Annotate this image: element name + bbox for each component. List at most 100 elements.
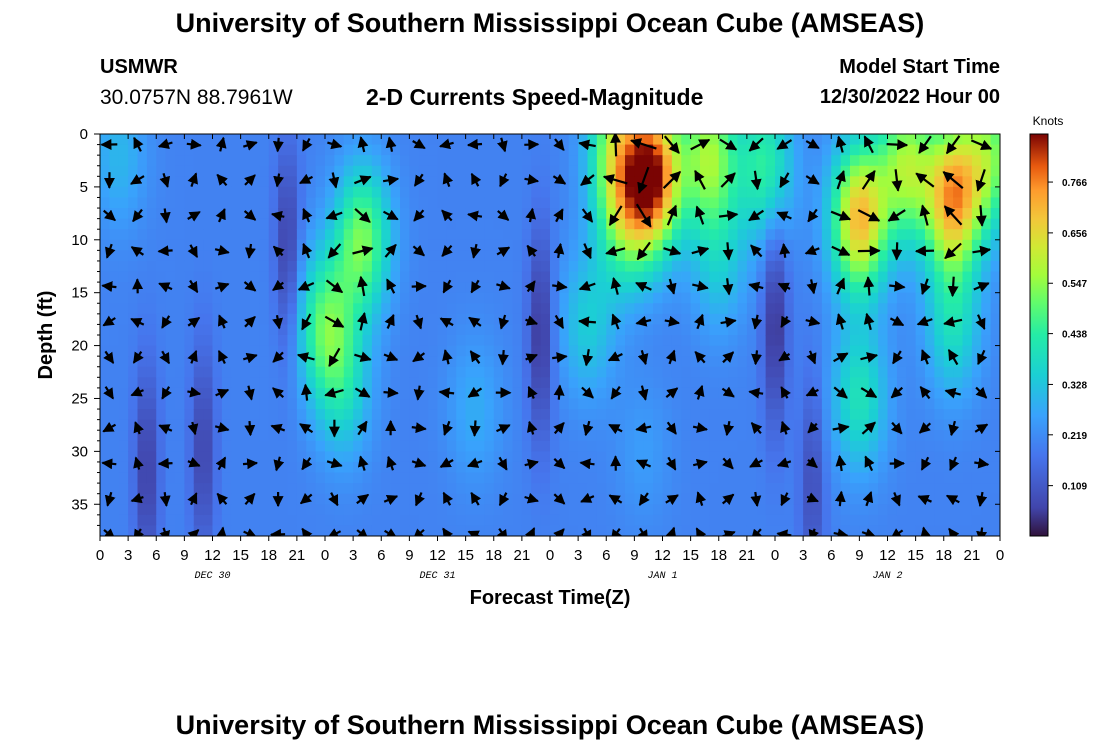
heatmap-cell [428, 398, 439, 410]
heatmap-cell [784, 165, 795, 177]
heatmap-cell [671, 377, 682, 389]
heatmap-cell [662, 271, 673, 283]
heatmap-cell [625, 292, 635, 304]
heatmap-cell [109, 451, 120, 463]
heatmap-cell [456, 239, 467, 251]
heatmap-cell [737, 493, 748, 505]
current-arrow [242, 458, 259, 470]
heatmap-cell [146, 504, 157, 516]
heatmap-cell [428, 387, 439, 400]
heatmap-cell [221, 208, 232, 220]
heatmap-cell [746, 197, 757, 209]
heatmap-cell [653, 229, 664, 241]
x-tick-label: 0 [546, 547, 554, 564]
heatmap-cell [821, 176, 832, 188]
heatmap-cell [568, 250, 579, 262]
heatmap-cell [981, 483, 992, 495]
heatmap-cell [521, 514, 532, 527]
heatmap-cell [137, 451, 148, 463]
heatmap-cell [925, 229, 935, 241]
heatmap-cell [381, 387, 392, 400]
heatmap-cell [840, 144, 851, 156]
heatmap-cell [821, 144, 832, 156]
heatmap-cell [540, 356, 551, 368]
heatmap-cell [343, 461, 354, 474]
heatmap-cell [381, 398, 392, 410]
heatmap-cell [559, 239, 570, 251]
heatmap-cell [231, 260, 242, 273]
heatmap-cell [165, 250, 176, 262]
heatmap-cell [334, 303, 345, 315]
current-arrow [325, 209, 343, 221]
heatmap-cell [212, 250, 223, 262]
heatmap-cell [728, 451, 739, 463]
date-labels: DEC 30 DEC 31 JAN 1 JAN 2 [194, 571, 902, 582]
heatmap-cell [606, 303, 617, 315]
heatmap-cell [437, 483, 448, 495]
heatmap-cell [737, 324, 748, 336]
heatmap-cell [962, 504, 973, 516]
heatmap-cell [156, 324, 167, 336]
current-arrow [552, 352, 568, 363]
heatmap-cell [934, 282, 945, 294]
heatmap-cell [625, 366, 635, 378]
heatmap-cell [737, 260, 748, 273]
heatmap-cell [259, 229, 270, 241]
heatmap-cell [353, 335, 364, 347]
heatmap-cell [371, 155, 382, 167]
heatmap-cell [409, 282, 420, 294]
heatmap-cell [165, 260, 176, 273]
heatmap-cell [625, 483, 635, 495]
heatmap-cell [925, 176, 935, 188]
heatmap-cell [221, 144, 232, 156]
heatmap-cell [240, 186, 251, 199]
heatmap-cell [700, 313, 710, 326]
heatmap-cell [306, 292, 317, 304]
heatmap-cell [634, 271, 645, 283]
heatmap-cell [671, 525, 682, 536]
heatmap-cell [287, 377, 298, 389]
heatmap-cell [671, 197, 682, 209]
heatmap-cell [981, 134, 992, 146]
heatmap-cell [953, 250, 964, 262]
current-arrow [413, 173, 425, 187]
heatmap-cell [343, 197, 354, 209]
heatmap-cell [156, 134, 167, 146]
heatmap-cell [596, 493, 607, 505]
heatmap-cell [690, 419, 701, 431]
heatmap-cell [868, 144, 879, 156]
heatmap-cell [850, 176, 860, 188]
current-arrow [637, 350, 649, 366]
heatmap-cell [296, 229, 307, 241]
heatmap-cell [231, 303, 242, 315]
heatmap-cell [156, 144, 167, 156]
heatmap-cell [353, 409, 364, 421]
heatmap-cell [465, 472, 476, 484]
heatmap-cell [906, 493, 917, 505]
heatmap-cell [625, 313, 635, 326]
current-arrow [919, 204, 931, 226]
heatmap-cell [587, 366, 598, 378]
heatmap-cell [559, 366, 570, 378]
heatmap-cell [765, 239, 776, 251]
current-arrow [862, 491, 874, 507]
heatmap-cell [756, 155, 767, 167]
current-vector-arrows [100, 134, 993, 536]
heatmap-cell [868, 335, 879, 347]
current-arrow [497, 350, 509, 366]
heatmap-cell [362, 271, 373, 283]
heatmap-cell [193, 229, 204, 241]
heatmap-cell [278, 186, 289, 199]
heatmap-cell [868, 409, 879, 421]
heatmap-cell [896, 409, 907, 421]
heatmap-cell [531, 525, 542, 536]
date-label: JAN 2 [872, 571, 902, 582]
heatmap-cell [934, 208, 945, 220]
heatmap-cell [221, 345, 232, 357]
heatmap-cell [531, 345, 542, 357]
heatmap-cell [728, 324, 739, 336]
heatmap-cell [465, 165, 476, 177]
heatmap-cell [334, 250, 345, 262]
heatmap-cell [737, 282, 748, 294]
heatmap-cell [456, 197, 467, 209]
